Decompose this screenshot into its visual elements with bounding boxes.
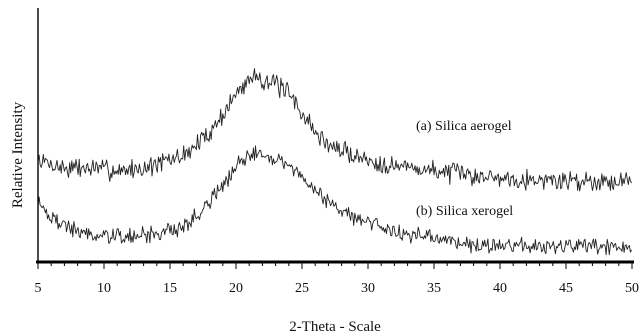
series-xerogel-line <box>37 145 632 256</box>
x-tick-label: 45 <box>559 281 573 296</box>
annotation-aerogel: (a) Silica aerogel <box>416 119 512 134</box>
x-tick-label: 15 <box>163 281 177 296</box>
x-axis-tick-labels: 5 10 15 20 25 30 35 40 45 50 <box>35 281 640 296</box>
y-axis-title: Relative Intensity <box>10 101 26 208</box>
series-aerogel-line <box>37 68 632 192</box>
annotation-xerogel: (b) Silica xerogel <box>416 204 513 219</box>
plot-area <box>37 68 632 256</box>
x-tick-label: 35 <box>427 281 441 296</box>
x-axis-ticks <box>37 262 633 269</box>
x-tick-label: 40 <box>493 281 507 296</box>
x-axis-title: 2-Theta - Scale <box>289 319 381 335</box>
x-tick-label: 20 <box>229 281 243 296</box>
x-tick-label: 25 <box>295 281 309 296</box>
x-tick-label: 5 <box>35 281 42 296</box>
x-tick-label: 10 <box>97 281 111 296</box>
x-tick-label: 50 <box>625 281 639 296</box>
x-tick-label: 30 <box>361 281 375 296</box>
